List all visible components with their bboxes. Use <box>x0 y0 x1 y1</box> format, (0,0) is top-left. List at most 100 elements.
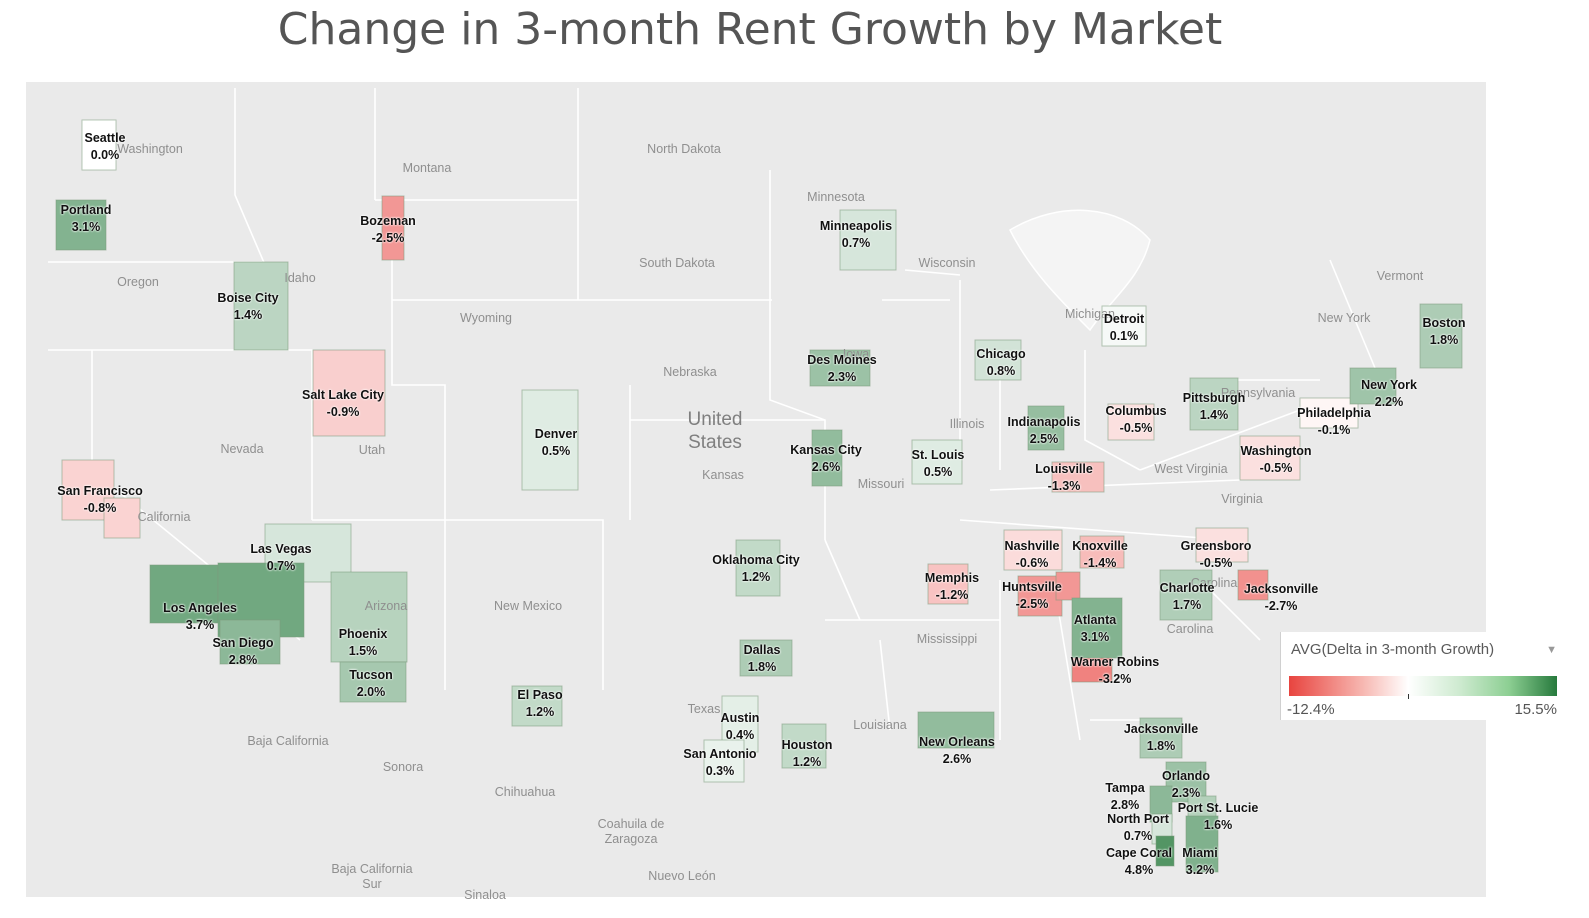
market-label-miami: Miami 3.2% <box>1182 845 1217 879</box>
market-value: 0.0% <box>90 148 120 162</box>
geo-label-nebraska: Nebraska <box>663 365 717 379</box>
great-lakes-shape <box>1009 209 1151 332</box>
market-value: -1.2% <box>935 588 969 602</box>
market-value: 0.7% <box>1123 829 1153 843</box>
market-region-san-francisco[interactable] <box>103 497 141 539</box>
market-name: Las Vegas <box>250 542 312 556</box>
legend-min-label: -12.4% <box>1287 701 1335 718</box>
market-region-boise-city[interactable] <box>233 261 289 351</box>
market-region-san-antonio[interactable] <box>703 739 745 783</box>
market-name: Greensboro <box>1180 539 1252 553</box>
map-area[interactable]: Washington Montana North Dakota Minnesota So… <box>26 82 1486 902</box>
market-region-memphis[interactable] <box>927 563 969 605</box>
market-label-chicago: Chicago 0.8% <box>976 346 1025 380</box>
market-label-columbus: Columbus -0.5% <box>1105 403 1166 437</box>
market-region-los-angeles[interactable] <box>149 564 219 624</box>
geo-label-united-states: United States <box>687 409 743 453</box>
market-region-new-york[interactable] <box>1349 367 1397 405</box>
market-region-boston[interactable] <box>1419 303 1463 369</box>
market-name: Minneapolis <box>819 219 893 233</box>
color-legend[interactable]: AVG(Delta in 3-month Growth) ▼ -12.4% 15… <box>1280 632 1563 720</box>
market-region-minneapolis[interactable] <box>839 209 897 271</box>
market-label-huntsville: Huntsville -2.5% <box>1002 579 1062 613</box>
market-value: 2.2% <box>1374 395 1404 409</box>
market-region-louisville[interactable] <box>1051 461 1105 493</box>
geo-label-baja-california-sur: Baja California Sur <box>331 862 413 891</box>
market-name: Jacksonville <box>1243 582 1319 596</box>
market-name: San Francisco <box>57 484 143 498</box>
market-region-columbus[interactable] <box>1107 403 1155 441</box>
market-region-greensboro[interactable] <box>1195 527 1249 563</box>
market-label-jacksonville: Jacksonville 1.8% <box>1124 721 1198 755</box>
market-region-san-diego[interactable] <box>219 619 281 665</box>
market-value: 2.5% <box>1029 432 1059 446</box>
market-region-atlanta[interactable] <box>1071 597 1123 659</box>
market-label-warner-robins: Warner Robins -3.2% <box>1071 654 1159 688</box>
market-region-miami[interactable] <box>1185 815 1219 873</box>
market-name: New Orleans <box>919 735 995 749</box>
market-region-tucson[interactable] <box>339 661 407 703</box>
market-value: 3.1% <box>71 220 101 234</box>
market-region-warner-robins[interactable] <box>1071 657 1113 683</box>
market-region-charlotte[interactable] <box>1159 569 1213 621</box>
market-label-nashville: Nashville -0.6% <box>1005 538 1060 572</box>
market-region-st-louis[interactable] <box>911 439 963 485</box>
market-value: 0.5% <box>923 465 953 479</box>
market-region-cape-coral[interactable] <box>1155 835 1175 867</box>
market-region-nashville[interactable] <box>1003 529 1063 571</box>
geo-label-montana: Montana <box>402 161 452 175</box>
market-region-knoxville[interactable] <box>1079 535 1125 569</box>
market-value: 1.2% <box>525 705 555 719</box>
market-region-indianapolis[interactable] <box>1027 405 1065 451</box>
market-region-jacksonville[interactable] <box>1237 569 1269 601</box>
market-region-detroit[interactable] <box>1101 305 1147 347</box>
market-label-salt-lake-city: Salt Lake City -0.9% <box>302 387 384 421</box>
market-name: San Antonio <box>683 747 757 761</box>
market-region-denver[interactable] <box>521 389 579 491</box>
geo-label-south-dakota: South Dakota <box>639 256 715 270</box>
market-name: Dallas <box>743 643 781 657</box>
market-region-oklahoma-city[interactable] <box>735 539 781 597</box>
market-region-orlando[interactable] <box>1165 761 1207 803</box>
market-value: -0.5% <box>1259 461 1293 475</box>
market-region-dallas[interactable] <box>739 639 793 677</box>
market-label-austin: Austin 0.4% <box>721 710 760 744</box>
market-region-washington[interactable] <box>1239 435 1301 481</box>
state-boundary-line <box>1329 259 1381 381</box>
market-region-bozeman[interactable] <box>381 195 405 261</box>
market-label-tucson: Tucson 2.0% <box>349 667 393 701</box>
market-region-new-orleans[interactable] <box>917 711 995 749</box>
market-name: Houston <box>781 738 833 752</box>
market-name: Tampa <box>1105 781 1145 795</box>
market-label-orlando: Orlando 2.3% <box>1162 768 1210 802</box>
market-regions[interactable] <box>55 119 1463 873</box>
geo-label-wyoming: Wyoming <box>460 311 512 325</box>
market-region-pittsburgh[interactable] <box>1189 377 1239 431</box>
geo-label-wisconsin: Wisconsin <box>918 256 976 270</box>
market-name: Nashville <box>1004 539 1060 553</box>
market-region-houston[interactable] <box>781 723 827 769</box>
market-region-des-moines[interactable] <box>809 349 871 387</box>
chevron-down-icon[interactable]: ▼ <box>1546 644 1557 656</box>
market-name: Miami <box>1182 846 1218 860</box>
market-region-kansas-city[interactable] <box>811 429 843 487</box>
market-label-atlanta: Atlanta 3.1% <box>1074 612 1116 646</box>
market-value: 4.8% <box>1124 863 1154 877</box>
market-label-new-york: New York 2.2% <box>1361 377 1417 411</box>
market-region-chicago[interactable] <box>974 339 1022 381</box>
us-map[interactable] <box>26 82 1486 897</box>
market-region-portland[interactable] <box>55 199 107 251</box>
market-region-philadelphia[interactable] <box>1299 397 1359 429</box>
market-label-louisville: Louisville -1.3% <box>1035 461 1093 495</box>
market-region-jacksonville[interactable] <box>1139 717 1183 759</box>
market-name: Salt Lake City <box>302 388 384 402</box>
market-region-seattle[interactable] <box>81 119 117 171</box>
market-region-salt-lake-city[interactable] <box>312 349 386 437</box>
market-region-huntsville[interactable] <box>1055 571 1081 601</box>
market-label-north-port: North Port 0.7% <box>1107 811 1169 845</box>
geo-label-texas: Texas <box>687 702 721 716</box>
market-region-el-paso[interactable] <box>511 685 563 727</box>
state-boundary-line <box>312 519 604 690</box>
geo-label-missouri: Missouri <box>857 477 905 491</box>
land-background <box>26 82 1486 897</box>
